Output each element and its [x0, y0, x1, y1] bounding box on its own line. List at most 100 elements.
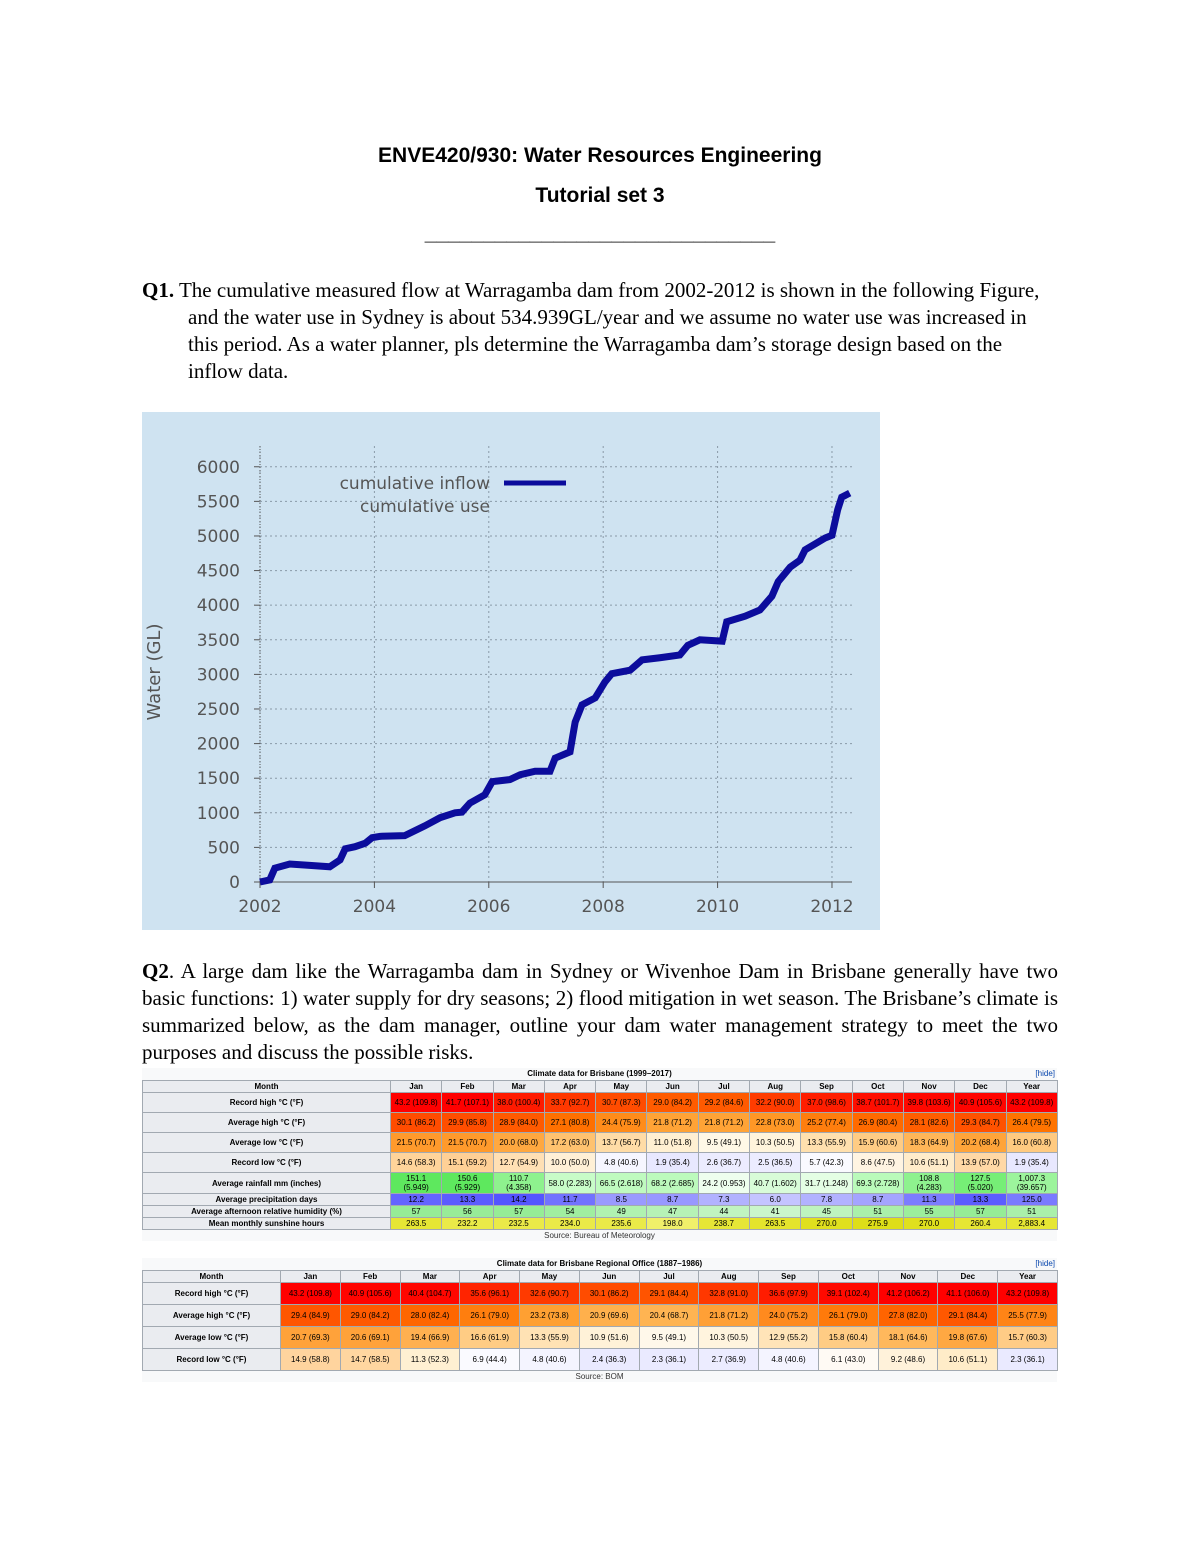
- column-header: May: [595, 1080, 648, 1093]
- table-cell: 1.9 (35.4): [1005, 1152, 1058, 1173]
- table-cell: 7.3: [697, 1193, 751, 1206]
- table-cell: 57: [954, 1205, 1007, 1218]
- row-label: Average high °C (°F): [142, 1304, 281, 1327]
- chart: 0 500 1000 1500 2000 2500 3000 3500 4000 4500 5000…: [142, 412, 880, 930]
- toggle-link[interactable]: [hide]: [1035, 1259, 1055, 1268]
- table-cell: 21.8 (71.2): [646, 1112, 699, 1133]
- table-source: Source: Bureau of Meteorology: [142, 1230, 1057, 1241]
- table-cell: 21.8 (71.2): [697, 1112, 751, 1133]
- table-cell: 17.2 (63.0): [543, 1132, 597, 1153]
- table-cell: 24.2 (0.953): [697, 1172, 751, 1194]
- table-cell: 40.7 (1.602): [749, 1172, 802, 1194]
- table-cell: 16.6 (61.9): [459, 1326, 521, 1349]
- table-row: Average low °C (°F) 21.5 (70.7) 21.5 (70.7…: [142, 1132, 1058, 1153]
- table-cell: 6.0: [749, 1193, 802, 1206]
- table-cell: 47: [646, 1205, 699, 1218]
- table-cell: 263.5: [749, 1217, 802, 1230]
- table-cell: 15.8 (60.4): [817, 1326, 879, 1349]
- column-header: Feb: [441, 1080, 494, 1093]
- table-cell: 24.4 (75.9): [595, 1112, 648, 1133]
- table-cell: 151.1 (5.949): [389, 1172, 443, 1194]
- table-cell: 25.2 (77.4): [800, 1112, 853, 1133]
- table-cell: 9.5 (49.1): [638, 1326, 700, 1349]
- table-cell: 44: [697, 1205, 751, 1218]
- table-cell: 29.1 (84.4): [638, 1282, 700, 1305]
- table-cell: 68.2 (2.685): [646, 1172, 699, 1194]
- row-label: Mean monthly sunshine hours: [142, 1217, 391, 1230]
- table-cell: 36.6 (97.9): [758, 1282, 819, 1305]
- table-cell: 33.7 (92.7): [543, 1092, 597, 1113]
- table-cell: 14.2: [492, 1193, 545, 1206]
- table-cell: 39.1 (102.4): [817, 1282, 879, 1305]
- y-tick-label: 2500: [197, 700, 240, 720]
- table-cell: 4.8 (40.6): [758, 1348, 819, 1371]
- table-cell: 13.3: [441, 1193, 494, 1206]
- table-cell: 29.0 (84.2): [646, 1092, 699, 1113]
- table-cell: 41.7 (107.1): [441, 1092, 494, 1113]
- table-cell: 13.3: [954, 1193, 1007, 1206]
- table-cell: 125.0: [1005, 1193, 1058, 1206]
- table-cell: 55: [902, 1205, 956, 1218]
- table-cell: 275.9: [851, 1217, 904, 1230]
- toggle-link[interactable]: [hide]: [1035, 1069, 1055, 1078]
- table-cell: 43.2 (109.8): [1005, 1092, 1058, 1113]
- table-row: Record high °C (°F) 43.2 (109.8) 41.7 (107…: [142, 1092, 1058, 1113]
- table-cell: 4.8 (40.6): [519, 1348, 580, 1371]
- x-tick-label: 2010: [696, 897, 739, 917]
- table-cell: 21.8 (71.2): [698, 1304, 760, 1327]
- table-title-text: Climate data for Brisbane (1999–2017): [527, 1069, 672, 1078]
- table-cell: 9.5 (49.1): [697, 1132, 751, 1153]
- table-cell: 6.1 (43.0): [817, 1348, 879, 1371]
- table-cell: 10.0 (50.0): [543, 1152, 597, 1173]
- table-cell: 30.1 (86.2): [578, 1282, 640, 1305]
- table-title: Climate data for Brisbane (1999–2017) [hi…: [142, 1068, 1057, 1080]
- table-cell: 22.8 (73.0): [749, 1112, 802, 1133]
- table: Month Jan Feb Mar Apr May Jun Jul Aug Sep Oct Nov De…: [142, 1080, 1058, 1230]
- column-header: Dec: [937, 1270, 999, 1283]
- table-row: Mean monthly sunshine hours 263.5 232.2 232…: [142, 1217, 1058, 1230]
- data-line: [259, 489, 852, 886]
- column-header: Mar: [492, 1080, 545, 1093]
- y-tick-label: 3000: [197, 665, 240, 685]
- table-cell: 20.9 (69.6): [578, 1304, 640, 1327]
- table-cell: 11.0 (51.8): [646, 1132, 699, 1153]
- table-cell: 4.8 (40.6): [595, 1152, 648, 1173]
- column-header: Oct: [851, 1080, 904, 1093]
- table-cell: 51: [1005, 1205, 1058, 1218]
- table-cell: 29.3 (84.7): [954, 1112, 1007, 1133]
- column-header: Sep: [758, 1270, 819, 1283]
- row-label: Average rainfall mm (inches): [142, 1172, 391, 1194]
- table-cell: 28.1 (82.6): [902, 1112, 956, 1133]
- column-header: Year: [997, 1270, 1058, 1283]
- y-tick-label: 4000: [197, 596, 240, 616]
- table-cell: 18.3 (64.9): [902, 1132, 956, 1153]
- doc-title: ENVE420/930: Water Resources Engineering: [378, 144, 822, 167]
- table-cell: 40.4 (104.7): [399, 1282, 461, 1305]
- table-cell: 20.2 (68.4): [954, 1132, 1007, 1153]
- table-cell: 32.2 (90.0): [749, 1092, 802, 1113]
- table-cell: 8.7: [646, 1193, 699, 1206]
- column-header: Nov: [877, 1270, 939, 1283]
- row-label: Average low °C (°F): [142, 1326, 281, 1349]
- y-tick-label: 4500: [197, 562, 240, 582]
- y-tick-label: 5500: [197, 492, 240, 512]
- table-cell: 57: [492, 1205, 545, 1218]
- table: Month Jan Feb Mar Apr May Jun Jul Aug Sep Oct Nov De…: [142, 1270, 1058, 1371]
- table-cell: 2.3 (36.1): [997, 1348, 1058, 1371]
- y-tick-label: 500: [208, 838, 240, 858]
- table-cell: 10.3 (50.5): [749, 1132, 802, 1153]
- y-axis-label: Water (GL): [144, 624, 165, 721]
- table-cell: 20.7 (69.3): [280, 1326, 341, 1349]
- column-header: Jan: [280, 1270, 341, 1283]
- table-cell: 8.6 (47.5): [851, 1152, 904, 1173]
- table-cell: 11.3 (52.3): [399, 1348, 461, 1371]
- y-tick-label: 3500: [197, 631, 240, 651]
- row-label: Average afternoon relative humidity (%): [142, 1205, 391, 1218]
- table-cell: 15.7 (60.3): [997, 1326, 1058, 1349]
- table-cell: 2.3 (36.1): [638, 1348, 700, 1371]
- column-header: Nov: [902, 1080, 956, 1093]
- row-label: Average low °C (°F): [142, 1132, 391, 1153]
- doc-subtitle: Tutorial set 3: [535, 184, 665, 207]
- chart-background: [142, 412, 880, 930]
- table-cell: 260.4: [954, 1217, 1007, 1230]
